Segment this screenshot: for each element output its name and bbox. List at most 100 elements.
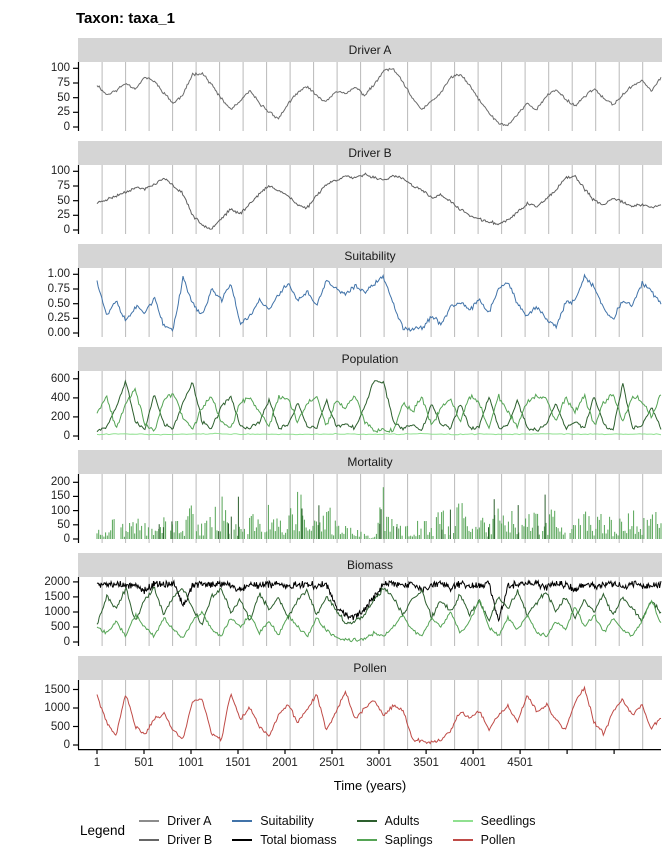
legend-item-seedlings: Seedlings [452, 811, 536, 830]
legend-column: Seedlings Pollen [452, 811, 536, 849]
facet-panel-row: 0.00 0.25 0.50 0.75 1.00 [0, 268, 672, 339]
y-tick-label: 1000 [44, 702, 70, 715]
panel-canvas-driver-b [73, 165, 662, 234]
y-tick-label: 25 [57, 209, 70, 222]
y-tick-label: 500 [50, 620, 70, 633]
series-driver-a [96, 67, 662, 127]
y-tick-label: 50 [57, 518, 70, 531]
legend-item-saplings: Saplings [356, 830, 433, 849]
y-tick-label: 200 [50, 410, 70, 423]
series-driver-b [96, 172, 662, 230]
legend-key-line [452, 838, 473, 841]
x-tick-label: 4001 [460, 757, 486, 769]
facet-panel-row: 0 500 1000 1500 [0, 680, 672, 751]
x-tick-label: 2001 [272, 757, 298, 769]
y-axis-labels: 0 500 1000 1500 [0, 680, 70, 751]
facet-panel-row: 0 200 400 600 [0, 371, 672, 442]
y-tick-label: 75 [57, 77, 70, 89]
facet-panel-row: 0 500 1000 1500 2000 [0, 575, 672, 648]
legend-item-label: Driver A [167, 813, 212, 828]
panel-canvas-population [73, 371, 662, 440]
x-tick-label: 1001 [178, 757, 204, 769]
legend-item-adults: Adults [356, 811, 433, 830]
y-tick-label: 50 [57, 91, 70, 104]
facet-strip: Driver B [78, 141, 662, 165]
facet-strip: Suitability [78, 244, 662, 268]
legend-items: Driver A Driver B Suitability Total biomass… [139, 811, 555, 849]
y-tick-label: 0 [63, 430, 70, 442]
legend-item-pollen: Pollen [452, 830, 536, 849]
legend-item-label: Adults [384, 813, 420, 828]
legend-title: Legend [80, 822, 126, 838]
y-axis-labels: 0 500 1000 1500 2000 [0, 575, 70, 648]
y-tick-label: 1500 [44, 683, 70, 696]
series-suitability [96, 273, 662, 332]
x-axis-title: Time (years) [333, 778, 407, 793]
series-total-biomass [96, 579, 662, 623]
facet-panel-row: 0 25 50 75 100 [0, 62, 672, 133]
facet-driver-a: Driver A 0 25 50 75 100 [0, 38, 672, 133]
x-axis-gutter [0, 749, 70, 773]
facet-strip: Biomass [78, 553, 662, 577]
panel-canvas-biomass [73, 577, 662, 646]
y-axis-labels: 0 200 400 600 [0, 371, 70, 442]
x-tick-label: 1 [93, 757, 101, 769]
facet-population: Population 0 200 400 600 [0, 347, 672, 442]
y-tick-label: 1000 [44, 605, 70, 618]
facet-biomass: Biomass 0 500 1000 1500 2000 [0, 553, 672, 648]
y-tick-label: 0.75 [47, 283, 70, 295]
x-tick-label: 3501 [413, 757, 439, 769]
facet-pollen: Pollen 0 500 1000 1500 [0, 656, 672, 751]
y-tick-label: 600 [50, 372, 70, 385]
legend-item-label: Seedlings [480, 813, 536, 828]
legend-item-label: Saplings [384, 832, 433, 847]
y-tick-label: 1.00 [47, 268, 70, 281]
panel-canvas-suitability [73, 268, 662, 337]
y-tick-label: 0 [63, 533, 70, 545]
y-tick-label: 0 [63, 224, 70, 236]
legend-key-line [356, 838, 377, 841]
x-tick-label: 1501 [225, 757, 251, 769]
series-saplings [96, 598, 662, 643]
legend: Legend Driver A Driver B Suitability Total … [80, 811, 672, 849]
y-tick-label: 2000 [44, 575, 70, 588]
x-tick-label: 4501 [507, 757, 533, 769]
y-tick-label: 0 [63, 636, 70, 648]
y-tick-label: 100 [50, 504, 70, 517]
facet-strip: Population [78, 347, 662, 371]
x-tick-label: 2501 [319, 757, 345, 769]
y-tick-label: 0.00 [47, 327, 70, 339]
x-axis: 1 501 1001 1501 2001 2501 3001 3501 4001 4501 [0, 749, 672, 775]
legend-key-line [232, 838, 253, 841]
series-adults [96, 379, 662, 433]
legend-key-line [139, 838, 160, 841]
legend-item-label: Pollen [480, 832, 516, 847]
legend-key-line [452, 819, 473, 822]
legend-key-line [139, 819, 160, 822]
x-axis-canvas [78, 749, 661, 754]
legend-item-driver-a: Driver A [139, 811, 212, 830]
facet-suitability: Suitability 0.00 0.25 0.50 0.75 1.00 [0, 244, 672, 339]
legend-column: Adults Saplings [356, 811, 433, 849]
y-axis-labels: 0 25 50 75 100 [0, 62, 70, 133]
y-axis-labels: 0 50 100 150 200 [0, 474, 70, 545]
legend-key-line [232, 819, 253, 822]
y-tick-label: 100 [50, 62, 70, 75]
legend-item-label: Driver B [167, 832, 213, 847]
series-adults [96, 586, 662, 626]
y-tick-label: 75 [57, 180, 70, 192]
y-tick-label: 100 [50, 165, 70, 178]
x-tick-label: 3001 [366, 757, 392, 769]
y-axis-labels: 0.00 0.25 0.50 0.75 1.00 [0, 268, 70, 339]
y-tick-label: 150 [50, 490, 70, 503]
legend-item-label: Suitability [260, 813, 314, 828]
y-tick-label: 0 [63, 739, 70, 751]
series-saplings [96, 387, 662, 433]
legend-column: Suitability Total biomass [232, 811, 337, 849]
y-tick-label: 400 [50, 391, 70, 404]
legend-item-suitability: Suitability [232, 811, 336, 830]
x-tick-label: 501 [134, 757, 154, 769]
panel-canvas-driver-a [73, 62, 662, 131]
legend-item-total-biomass: Total biomass [232, 830, 337, 849]
